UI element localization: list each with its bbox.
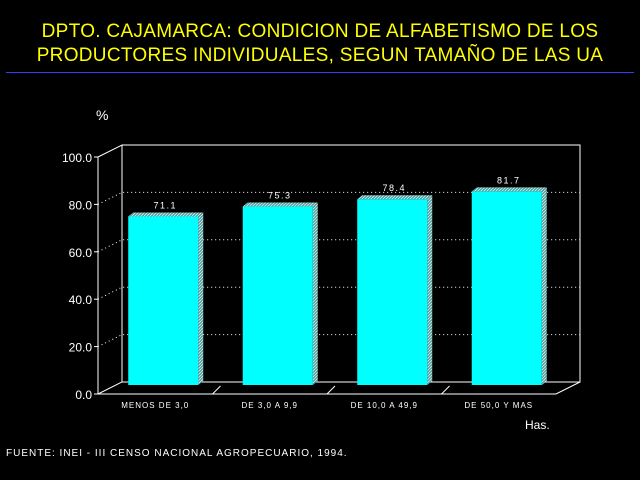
chart-title-line1: DPTO. CAJAMARCA: CONDICION DE ALFABETISM… <box>41 21 599 42</box>
chart-title: DPTO. CAJAMARCA: CONDICION DE ALFABETISM… <box>0 20 640 68</box>
bar-top <box>128 212 204 217</box>
bar-chart: 0.0 20.0 40.0 60.0 80.0 100.0 71.1 75.3 78.4 81.… <box>62 107 581 432</box>
chart-floor <box>98 381 581 395</box>
bar <box>357 199 428 385</box>
bar <box>471 191 542 385</box>
y-axis-ticks: 0.0 20.0 40.0 60.0 80.0 100.0 <box>62 151 98 402</box>
y-tick-label: 40.0 <box>69 293 93 307</box>
bar-top <box>471 187 547 192</box>
chart-value-labels: 71.1 75.3 78.4 81.7 <box>153 175 521 210</box>
y-tick-label: 20.0 <box>69 341 93 355</box>
bar <box>128 216 199 385</box>
y-tick-label: 0.0 <box>75 388 92 402</box>
left-wall <box>97 144 123 395</box>
x-axis-label: Has. <box>525 418 550 432</box>
x-tick-label: DE 50,0 Y MAS <box>464 401 533 410</box>
title-divider <box>6 72 634 73</box>
bar-value-label: 78.4 <box>382 183 406 193</box>
bar-side <box>541 187 547 385</box>
y-tick-label: 100.0 <box>62 151 92 165</box>
gridline <box>97 191 580 205</box>
back-wall <box>122 144 581 383</box>
chart-title-line2: PRODUCTORES INDIVIDUALES, SEGUN TAMAÑO D… <box>36 45 604 66</box>
bar-value-label: 71.1 <box>153 200 177 210</box>
x-tick-label: DE 10,0 A 49,9 <box>351 401 418 410</box>
x-tick-label: DE 3,0 A 9,9 <box>242 401 298 410</box>
bar-top <box>357 195 433 200</box>
bar-value-label: 81.7 <box>497 175 521 185</box>
y-tick-label: 60.0 <box>69 246 93 260</box>
bar <box>242 206 313 385</box>
x-tick-mark <box>212 385 221 395</box>
bar-value-label: 75.3 <box>268 191 292 201</box>
x-tick-mark <box>441 385 450 395</box>
bar-top <box>242 202 318 207</box>
bar-side <box>427 195 433 385</box>
bar-side <box>312 202 318 385</box>
chart-walls <box>97 144 581 395</box>
x-tick-mark <box>326 385 336 395</box>
y-axis-label: % <box>96 107 108 123</box>
source-note: FUENTE: INEI - III CENSO NACIONAL AGROPE… <box>6 448 348 459</box>
y-tick-label: 80.0 <box>69 198 93 212</box>
bar-side <box>198 212 204 385</box>
x-axis-ticks: MENOS DE 3,0 DE 3,0 A 9,9 DE 10,0 A 49,9 DE… <box>121 385 533 410</box>
x-tick-label: MENOS DE 3,0 <box>121 401 189 410</box>
chart-bars <box>128 187 547 385</box>
